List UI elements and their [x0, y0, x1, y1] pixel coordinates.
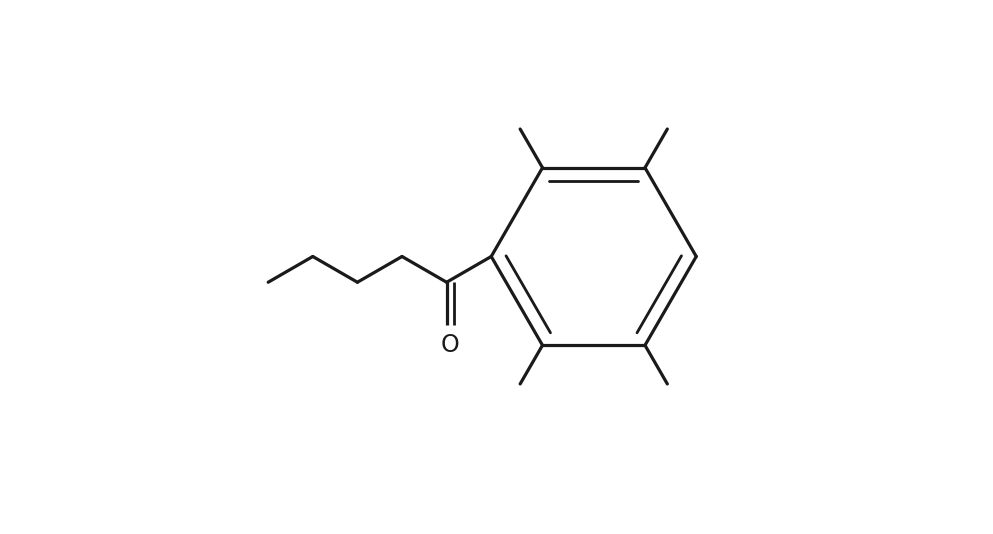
Text: O: O: [441, 333, 460, 357]
